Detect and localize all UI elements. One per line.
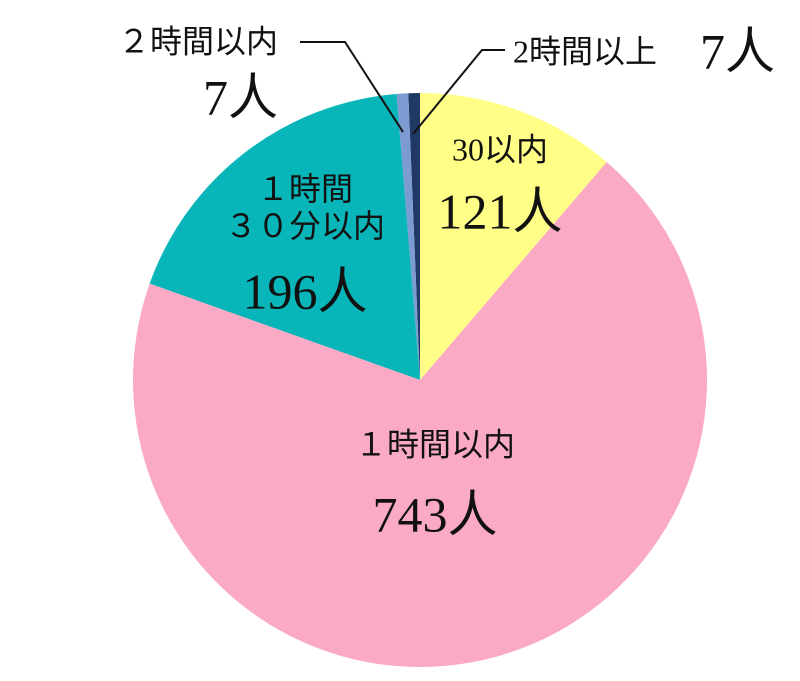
value-label: 7人 xyxy=(700,23,775,80)
pie-slice xyxy=(132,161,707,668)
leader-line xyxy=(300,41,404,133)
value-label: 196人 xyxy=(242,263,368,320)
pie-slice xyxy=(149,93,420,380)
category-label: ２時間以内 xyxy=(117,23,278,60)
leader-line xyxy=(412,49,505,135)
pie-slice xyxy=(408,93,420,380)
value-label: 7人 xyxy=(203,69,278,126)
category-label: 30以内 xyxy=(451,131,549,168)
category-label: １時間以内 xyxy=(354,426,516,463)
category-label: 2時間以上 xyxy=(513,33,658,70)
pie-slice xyxy=(396,93,420,380)
value-label: 743人 xyxy=(372,486,498,543)
category-label: １時間 ３０分以内 xyxy=(224,171,386,244)
value-label: 121人 xyxy=(437,183,563,240)
pie-slice xyxy=(420,93,607,380)
